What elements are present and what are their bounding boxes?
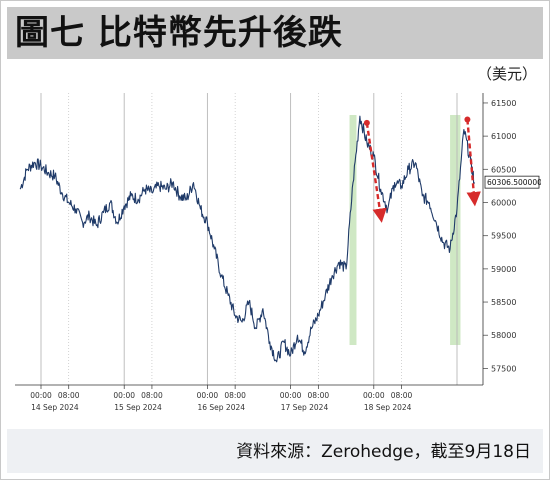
unit-label: （美元） xyxy=(476,65,537,83)
x-date-label: 16 Sep 2024 xyxy=(197,403,245,412)
last-value-box xyxy=(484,175,540,189)
x-tick-label: 00:00 xyxy=(363,391,385,400)
last-value-label: 60306.500000 xyxy=(487,178,541,187)
title-bar: 圖七 比特幣先升後跌 xyxy=(7,7,543,59)
x-date-label: 15 Sep 2024 xyxy=(114,403,162,412)
y-tick-label: 59000 xyxy=(491,265,516,274)
highlight-band-2 xyxy=(450,115,461,345)
trend-arrow-2 xyxy=(466,119,481,207)
x-date-label: 18 Sep 2024 xyxy=(364,403,412,412)
y-tick-label: 59500 xyxy=(491,232,516,241)
y-tick-label: 61000 xyxy=(491,132,516,141)
y-tick-label: 60000 xyxy=(491,199,516,208)
y-tick-label: 60500 xyxy=(491,165,516,174)
source-bar: 資料來源：Zerohedge，截至9月18日 xyxy=(7,429,543,473)
x-date-label: 17 Sep 2024 xyxy=(281,403,329,412)
y-tick-label: 58000 xyxy=(491,331,516,340)
x-tick-label: 00:00 xyxy=(280,391,302,400)
y-tick-label: 61500 xyxy=(491,99,516,108)
x-date-label: 14 Sep 2024 xyxy=(31,403,79,412)
price-line xyxy=(19,115,475,363)
x-tick-label: 08:00 xyxy=(308,391,330,400)
x-tick-label: 00:00 xyxy=(30,391,52,400)
x-tick-label: 00:00 xyxy=(197,391,219,400)
y-tick-label: 58500 xyxy=(491,298,516,307)
source-note: 資料來源：Zerohedge，截至9月18日 xyxy=(236,442,531,462)
y-tick-label: 57500 xyxy=(491,364,516,373)
x-tick-label: 08:00 xyxy=(141,391,163,400)
highlight-band-1 xyxy=(349,115,357,345)
x-tick-label: 08:00 xyxy=(391,391,413,400)
figure-title: 圖七 比特幣先升後跌 xyxy=(15,13,343,53)
arrow-start-dot-1 xyxy=(363,119,370,126)
x-tick-label: 08:00 xyxy=(58,391,80,400)
x-tick-label: 08:00 xyxy=(224,391,246,400)
bitcoin-price-chart: 57500 58000 58500 59000 59500 60000 60500 61000… xyxy=(15,93,541,412)
x-tick-label: 00:00 xyxy=(113,391,135,400)
